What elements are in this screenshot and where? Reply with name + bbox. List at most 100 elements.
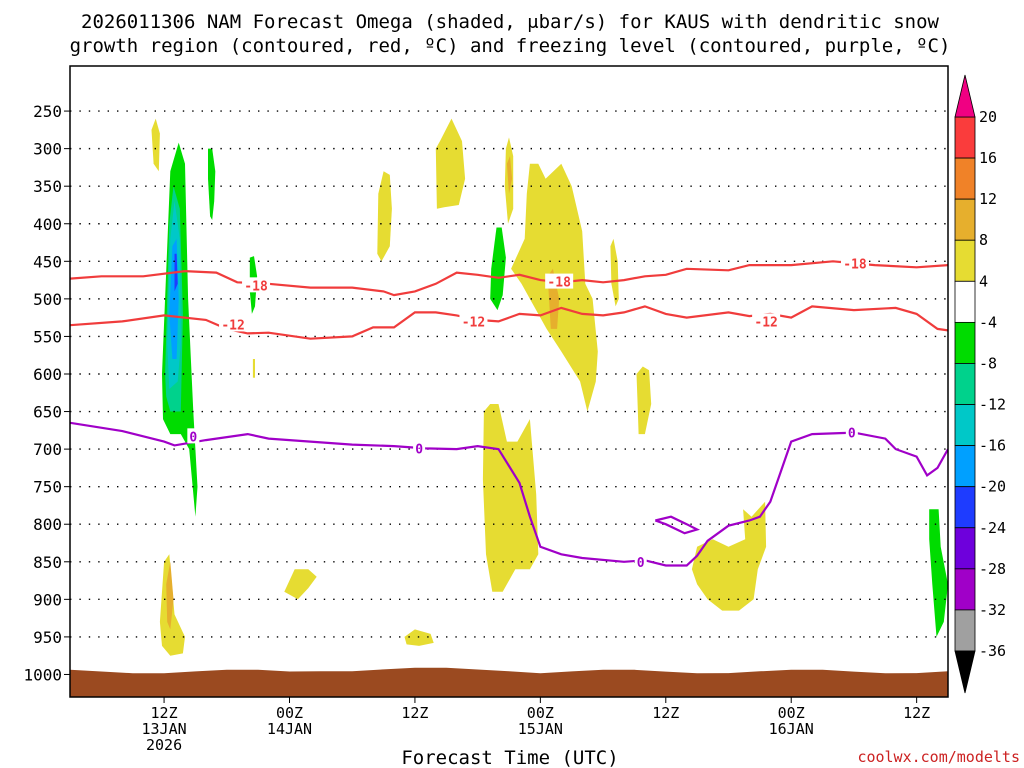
isotherm-minus-12-label-1: -12 — [462, 315, 485, 330]
isotherm-minus-18-label-1: -18 — [547, 276, 571, 291]
colorbar-bin--8-to--4 — [954, 321, 976, 364]
chart-title-line-1: 2026011306 NAM Forecast Omega (shaded, μ… — [81, 11, 939, 33]
isotherm-minus-12-label-0: -12 — [221, 318, 244, 333]
freezing-level-0-label-bg-0 — [187, 428, 200, 444]
ytick-label-650: 650 — [33, 403, 62, 422]
isotherm-minus-18-label-bg-0 — [242, 277, 271, 293]
ytick-label-500: 500 — [33, 290, 62, 309]
xtick-label-0-2: 2026 — [146, 736, 182, 754]
freezing-level-0-label-bg-1 — [413, 440, 426, 456]
ytick-label-750: 750 — [33, 478, 62, 497]
contour-lines-layer: -18 -18 -18 -12 -12 -12 0 0 0 0 — [70, 255, 948, 571]
xtick-label-3-0: 00Z — [527, 704, 554, 722]
colorbar-label-8: 8 — [979, 231, 988, 249]
omega-shading-layer — [151, 118, 948, 656]
colorbar-bin--36-to--32 — [954, 609, 976, 652]
freezing-level-0 — [70, 421, 948, 567]
ytick-label-850: 850 — [33, 553, 62, 572]
sinking-motion-11 — [482, 404, 539, 592]
ytick-label-950: 950 — [33, 628, 62, 647]
x-axis-label: Forecast Time (UTC) — [401, 747, 618, 768]
freezing-level-0-label-2: 0 — [637, 556, 645, 571]
xtick-label-3-1: 15JAN — [518, 720, 563, 738]
ytick-label-450: 450 — [33, 252, 62, 271]
sinking-motion-12 — [691, 501, 767, 611]
isotherm-minus-18-label-2: -18 — [843, 258, 867, 273]
sinking-motion-2 — [252, 359, 255, 378]
upward-motion-low-16jan — [929, 509, 948, 637]
colorbar-label--28: -28 — [979, 560, 1006, 578]
colorbar-label--36: -36 — [979, 642, 1006, 660]
colorbar-label--24: -24 — [979, 519, 1006, 537]
freezing-level-0-label-bg-3 — [845, 424, 858, 440]
sinking-motion-5 — [377, 171, 392, 262]
xtick-label-1-0: 00Z — [276, 704, 303, 722]
freezing-level-0-label-3: 0 — [848, 427, 856, 442]
sinking-motion-13 — [404, 629, 434, 646]
xtick-label-1-1: 14JAN — [267, 720, 312, 738]
xtick-label-4-0: 12Z — [652, 704, 679, 722]
plot-frame — [69, 65, 949, 698]
colorbar-label--12: -12 — [979, 396, 1006, 414]
ground-fill — [70, 667, 948, 697]
xtick-label-0-1: 13JAN — [141, 720, 186, 738]
ytick-label-400: 400 — [33, 215, 62, 234]
pressure-axis: 250 300 350 400 450 500 550 600 650 700 750 800 850 9… — [23, 102, 70, 684]
xtick-label-2-0: 12Z — [401, 704, 428, 722]
ytick-label-250: 250 — [33, 102, 62, 121]
ytick-label-350: 350 — [33, 177, 62, 196]
ytick-label-700: 700 — [33, 440, 62, 459]
colorbar-bin-8-to-12 — [954, 198, 976, 241]
isotherm-minus-12 — [70, 305, 948, 340]
chart-title-line-2: growth region (contoured, red, ºC) and f… — [70, 35, 951, 57]
isotherm-minus-12-label-bg-2 — [752, 313, 781, 329]
freezing-level-0-label-1: 0 — [415, 442, 423, 457]
ytick-label-800: 800 — [33, 515, 62, 534]
colorbar-bin--24-to--20 — [954, 486, 976, 529]
upward-motion-streak-13jan — [208, 148, 216, 220]
ytick-label-600: 600 — [33, 365, 62, 384]
sinking-motion-9 — [610, 238, 619, 307]
isotherm-minus-12-label-bg-1 — [459, 313, 488, 329]
isotherm-minus-18-label-bg-2 — [840, 255, 869, 271]
colorbar-bin--16-to--12 — [954, 404, 976, 447]
ytick-label-1000: 1000 — [23, 665, 62, 684]
colorbar: 20 16 12 8 4 -4 -8 -12 -16 -20 -24 -28 -32 -36 — [954, 74, 1006, 694]
isotherm-minus-18-label-bg-1 — [545, 273, 574, 289]
credit-text: coolwx.com/modelts — [857, 748, 1020, 766]
colorbar-bin-16-to-20 — [954, 116, 976, 159]
colorbar-bin-4-to-8 — [954, 239, 976, 282]
xtick-label-6-0: 12Z — [903, 704, 930, 722]
isotherm-minus-18-label-0: -18 — [244, 279, 268, 294]
colorbar-over-arrow — [954, 74, 976, 118]
colorbar-label-12: 12 — [979, 190, 997, 208]
sinking-motion-1 — [151, 118, 160, 172]
colorbar-bin--28-to--24 — [954, 527, 976, 570]
colorbar-label-4: 4 — [979, 272, 988, 290]
colorbar-label-16: 16 — [979, 149, 997, 167]
freezing-level-0-label-bg-2 — [634, 553, 647, 569]
upward-motion-blob-14jan — [490, 227, 506, 311]
colorbar-label-20: 20 — [979, 108, 997, 126]
terrain-ground — [70, 667, 948, 697]
colorbar-label--16: -16 — [979, 437, 1006, 455]
sinking-core-1 — [506, 156, 513, 194]
colorbar-under-arrow — [954, 650, 976, 694]
freezing-level-0-label-0: 0 — [189, 430, 197, 445]
xtick-label-5-0: 00Z — [778, 704, 805, 722]
sinking-motion-4 — [284, 569, 317, 600]
colorbar-label--4: -4 — [979, 313, 997, 331]
isotherm-minus-12-label-2: -12 — [754, 315, 777, 330]
freezing-level-0-loop — [654, 515, 701, 535]
ytick-label-900: 900 — [33, 590, 62, 609]
sinking-motion-10 — [636, 366, 652, 435]
colorbar-bin--12-to--8 — [954, 363, 976, 405]
colorbar-label--8: -8 — [979, 354, 997, 372]
xtick-label-5-1: 16JAN — [769, 720, 814, 738]
sinking-motion-6 — [435, 118, 466, 209]
colorbar-label--32: -32 — [979, 601, 1006, 619]
sinking-core-3 — [166, 561, 174, 630]
colorbar-label--20: -20 — [979, 478, 1006, 496]
